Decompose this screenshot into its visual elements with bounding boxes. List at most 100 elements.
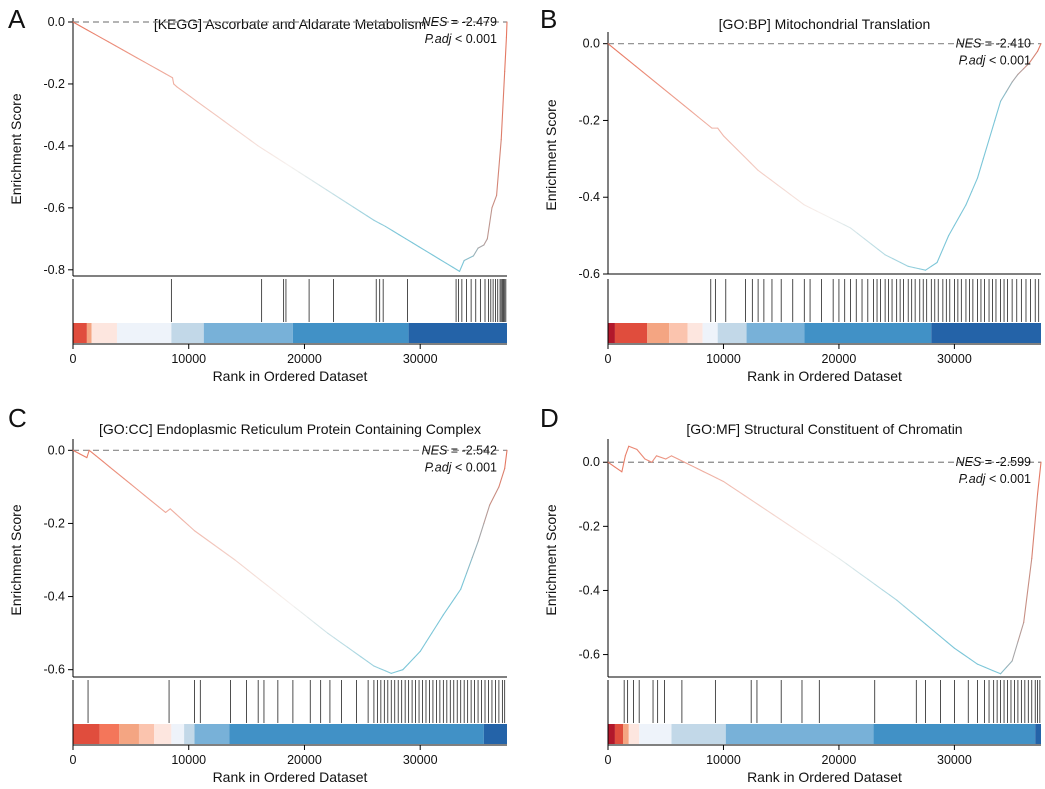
enrichment-curve-segment	[100, 37, 110, 43]
enrichment-curve-segment	[809, 538, 818, 545]
enrichment-curve-segment	[849, 227, 858, 234]
enrichment-curve-segment	[346, 202, 355, 208]
color-block	[116, 323, 172, 343]
y-axis-label: Enrichment Score	[8, 504, 24, 615]
enrichment-curve-segment	[860, 573, 869, 580]
enrichment-curve-segment	[207, 539, 216, 546]
enrichment-curve-segment	[888, 594, 898, 601]
enrichment-curve-segment	[107, 41, 117, 47]
enrichment-curve-segment	[210, 111, 219, 118]
enrichment-curve-segment	[816, 210, 825, 216]
enrichment-curve-segment	[628, 445, 638, 450]
enrichment-curve-segment	[716, 477, 725, 483]
color-block	[746, 323, 805, 343]
enrichment-curve-segment	[766, 509, 775, 516]
enrichment-curve-segment	[703, 471, 712, 476]
enrichment-curve-segment	[165, 508, 171, 514]
enrichment-curve-segment	[320, 627, 329, 634]
enrichment-curve-segment	[743, 155, 752, 164]
enrichment-curve-segment	[176, 86, 185, 93]
nes-label: NES	[422, 443, 448, 457]
enrichment-curve-segment	[1005, 81, 1013, 93]
enrichment-curve-segment	[486, 207, 493, 240]
enrichment-curve-segment	[72, 21, 81, 27]
color-block	[639, 724, 672, 744]
enrichment-curve-segment	[264, 149, 273, 156]
color-block	[171, 323, 204, 343]
enrichment-curve-segment	[293, 606, 302, 613]
enrichment-curve-segment	[115, 45, 124, 51]
enrichment-curve-segment	[373, 665, 381, 670]
chart-title: [KEGG] Ascorbate and Aldarate Metabolism	[154, 16, 426, 32]
y-tick-label: -0.4	[43, 590, 65, 604]
enrichment-curve-segment	[1031, 493, 1039, 559]
enrichment-curve-segment	[992, 670, 1002, 675]
nes-label: NES	[956, 37, 982, 51]
color-block	[91, 323, 117, 343]
nes-label: NES	[422, 15, 448, 29]
color-block	[931, 323, 1041, 343]
padj-annotation: P.adj < 0.001	[959, 472, 1031, 486]
nes-annotation: NES = -2.410	[956, 37, 1031, 51]
enrichment-curve-segment	[1000, 666, 1007, 675]
x-tick-label: 10000	[706, 352, 741, 366]
x-axis-label: Rank in Ordered Dataset	[213, 769, 368, 785]
enrichment-curve-segment	[907, 265, 915, 269]
enrichment-curve-segment	[332, 193, 341, 199]
x-tick-label: 10000	[706, 753, 741, 767]
padj-annotation: P.adj < 0.001	[959, 54, 1031, 68]
enrichment-curve-segment	[696, 468, 705, 473]
enrichment-curve-segment	[677, 458, 686, 463]
enrichment-curve-segment	[109, 466, 118, 474]
enrichment-curve-segment	[173, 83, 178, 88]
enrichment-curve-segment	[175, 513, 183, 521]
color-block	[804, 323, 932, 343]
enrichment-curve-segment	[670, 455, 679, 460]
enrichment-curve-segment	[1000, 91, 1007, 102]
enrichment-curve-segment	[227, 554, 236, 561]
enrichment-curve-segment	[402, 663, 410, 671]
enrichment-curve-segment	[79, 453, 88, 459]
enrichment-curve-segment	[390, 670, 398, 674]
enrichment-curve-segment	[877, 248, 886, 256]
enrichment-curve-segment	[913, 267, 921, 270]
enrichment-curve-segment	[483, 504, 491, 524]
x-tick-label: 0	[605, 753, 612, 767]
x-axis-label: Rank in Ordered Dataset	[213, 368, 368, 384]
x-tick-label: 0	[70, 753, 77, 767]
enrichment-curve-segment	[917, 617, 927, 625]
enrichment-curve-segment	[411, 242, 420, 248]
enrichment-curve-segment	[143, 61, 152, 67]
enrichment-curve-segment	[644, 458, 653, 463]
enrichment-curve-segment	[896, 599, 905, 607]
enrichment-curve-segment	[924, 623, 934, 631]
enrichment-curve-segment	[366, 660, 375, 667]
color-block	[483, 724, 507, 744]
enrichment-curve-segment	[870, 243, 879, 250]
padj-label: P.adj	[959, 472, 987, 486]
enrichment-curve-segment	[217, 115, 225, 122]
x-tick-label: 10000	[171, 753, 206, 767]
nes-value: = -2.599	[981, 455, 1031, 469]
enrichment-curve-segment	[655, 455, 667, 460]
enrichment-curve-segment	[662, 88, 671, 95]
x-tick-label: 30000	[403, 753, 438, 767]
color-block	[184, 724, 195, 744]
enrichment-curve-segment	[642, 71, 651, 79]
color-block	[669, 323, 688, 343]
enrichment-curve-segment	[1017, 621, 1025, 643]
y-tick-label: 0.0	[48, 15, 65, 29]
enrichment-curve-segment	[465, 557, 473, 574]
enrichment-curve-segment	[770, 179, 779, 186]
enrichment-curve-segment	[736, 149, 745, 158]
enrichment-curve-segment	[477, 522, 485, 543]
enrichment-curve-segment	[852, 568, 862, 575]
enrichment-curve-segment	[636, 448, 646, 460]
padj-value: < 0.001	[985, 472, 1031, 486]
y-tick-label: -0.8	[43, 263, 65, 277]
x-axis-label: Rank in Ordered Dataset	[747, 368, 902, 384]
x-tick-label: 20000	[822, 352, 857, 366]
enrichment-curve-segment	[234, 559, 243, 566]
enrichment-curve-segment	[504, 36, 507, 73]
enrichment-curve-segment	[230, 125, 239, 132]
